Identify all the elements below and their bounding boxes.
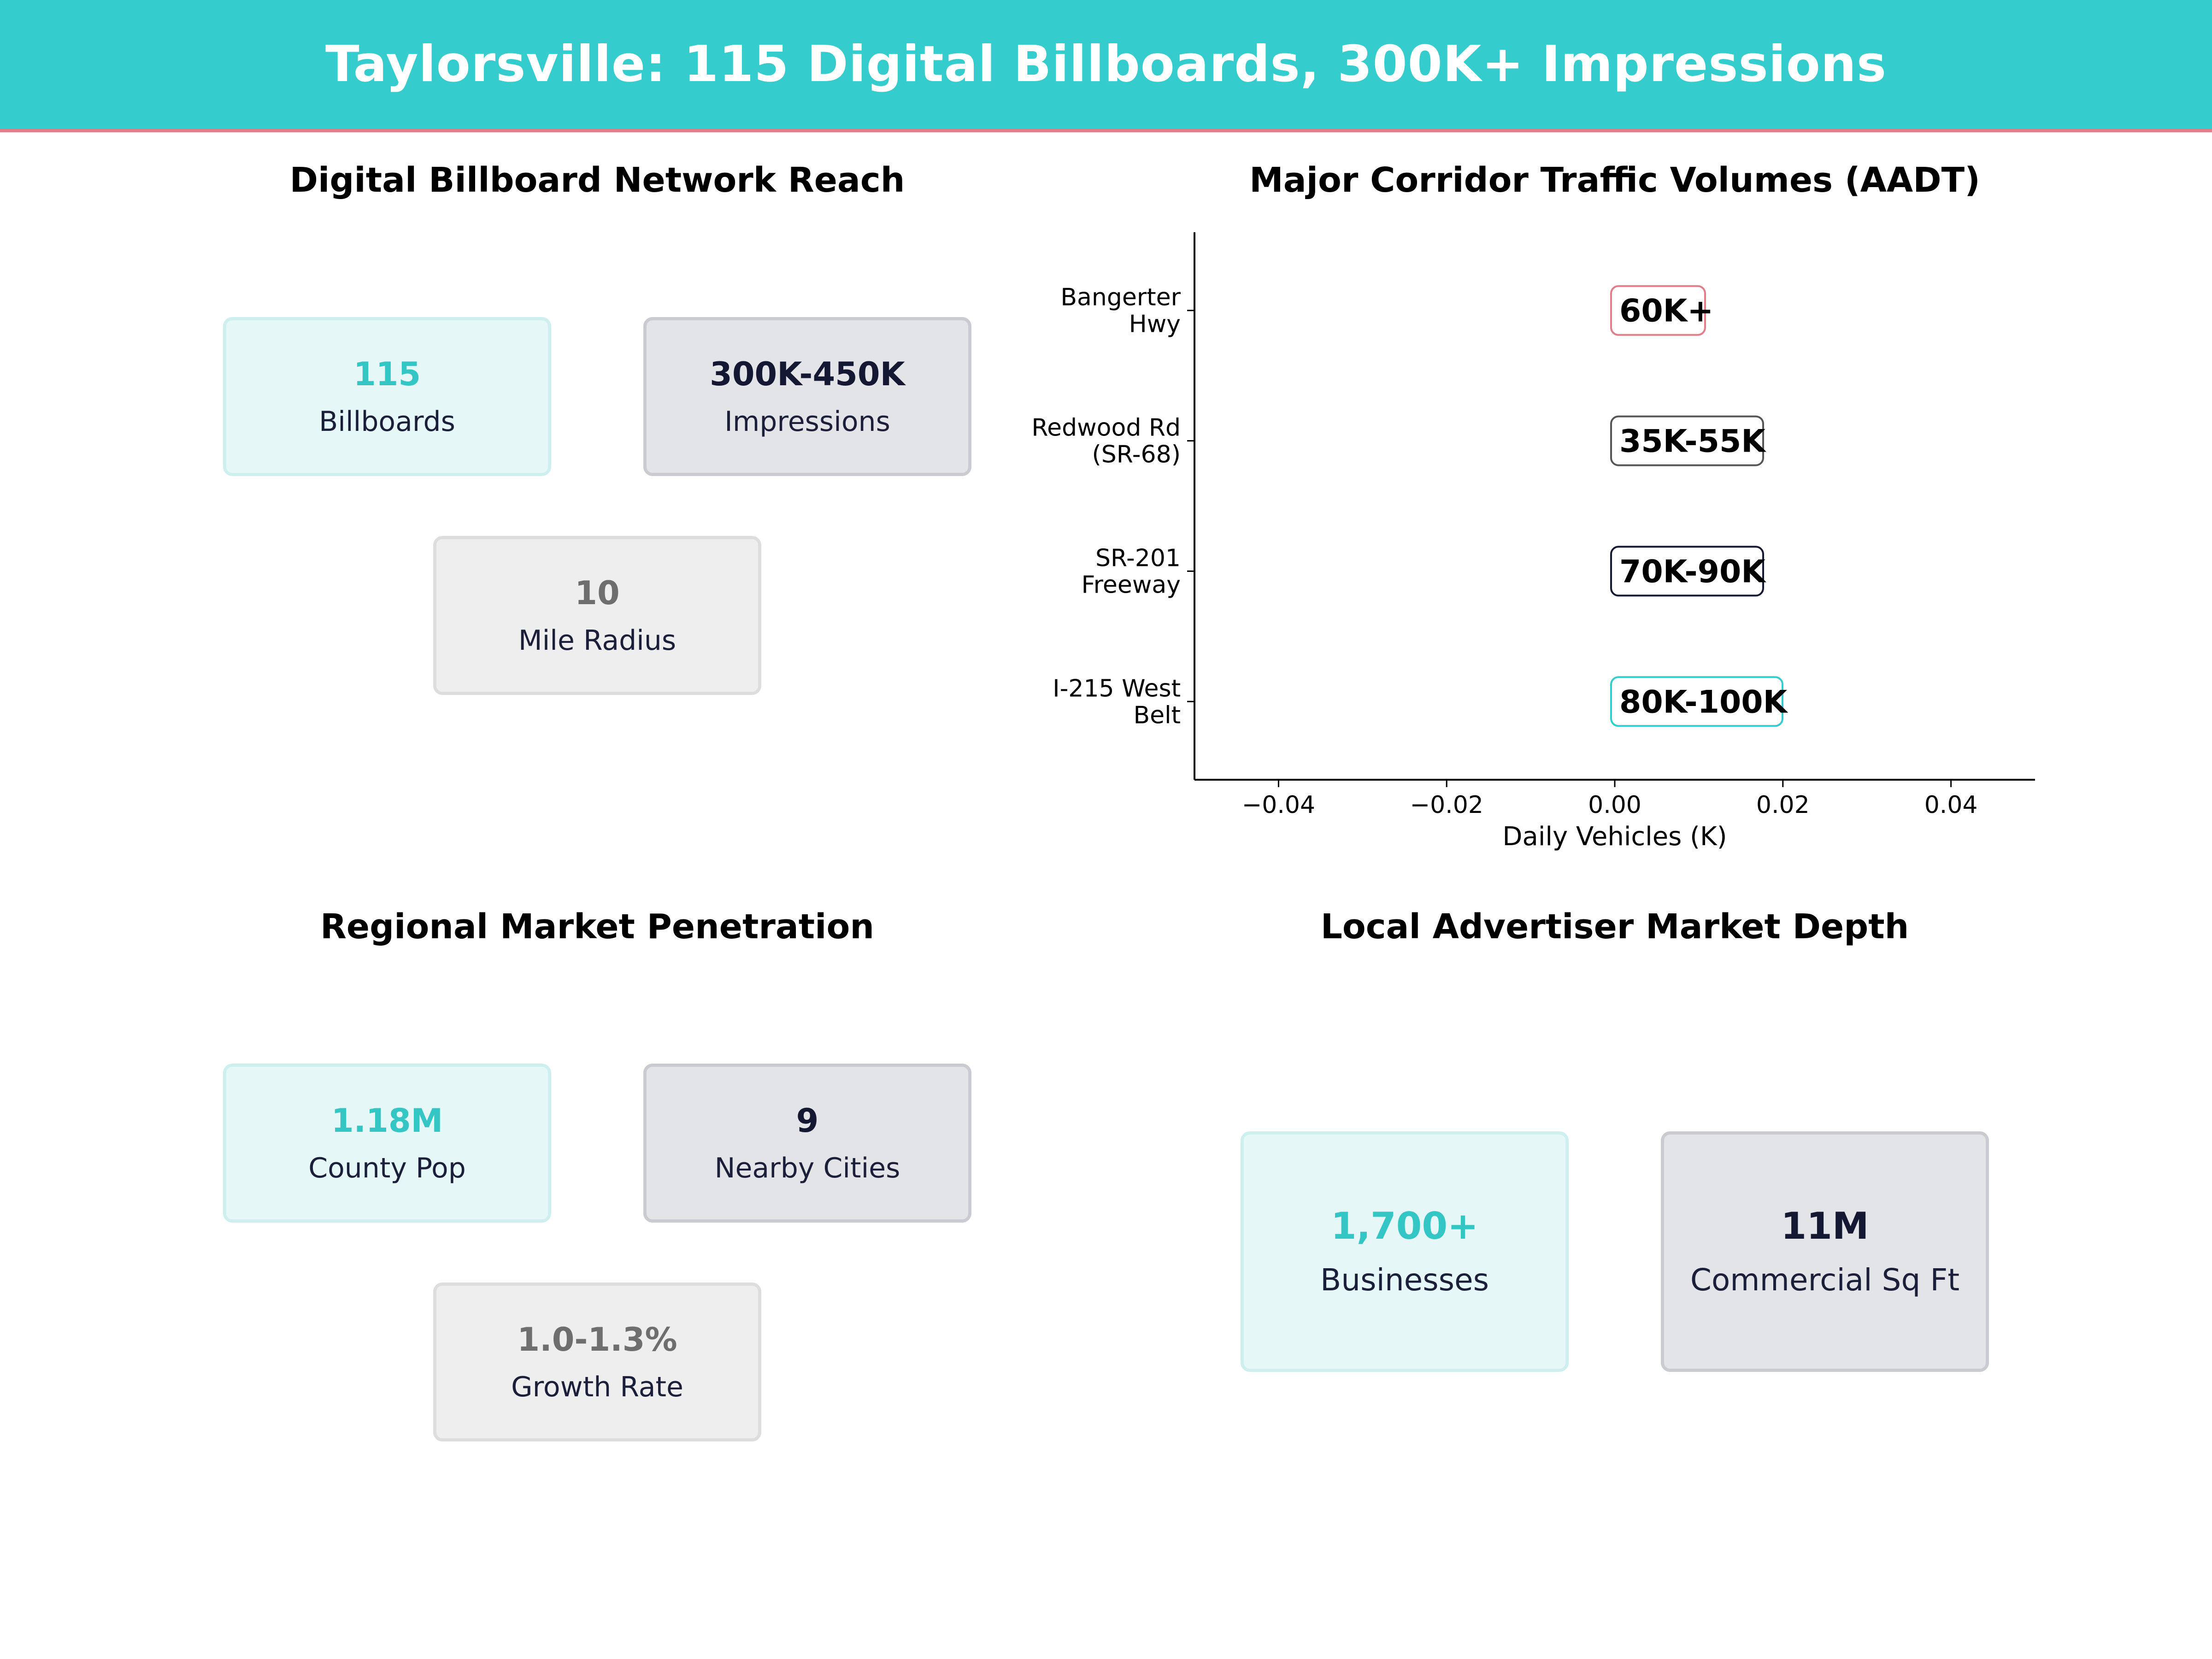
x-axis-label: Daily Vehicles (K) [1502, 822, 1727, 852]
nearby-cities-label: Nearby Cities [714, 1152, 900, 1184]
businesses-label: Businesses [1320, 1262, 1489, 1298]
x-tick-label: 0.04 [1924, 791, 1978, 819]
radius-value: 10 [575, 574, 620, 612]
growth-rate-label: Growth Rate [511, 1371, 683, 1403]
commercial-sqft-label: Commercial Sq Ft [1690, 1262, 1960, 1298]
y-tick-label: I-215 West Belt [1053, 675, 1181, 729]
radius-label: Mile Radius [518, 624, 677, 657]
nearby-cities-card: 9 Nearby Cities [643, 1064, 971, 1223]
x-tick-label: −0.04 [1242, 791, 1315, 819]
businesses-value: 1,700+ [1330, 1205, 1479, 1247]
commercial-sqft-value: 11M [1781, 1205, 1869, 1247]
data-label-box [1610, 415, 1764, 466]
advertiser-panel-title: Local Advertiser Market Depth [1320, 907, 1909, 947]
county-pop-label: County Pop [308, 1152, 466, 1184]
y-tick-label: SR-201 Freeway [1081, 544, 1181, 599]
network-panel-title: Digital Billboard Network Reach [289, 160, 905, 200]
nearby-cities-value: 9 [796, 1101, 819, 1140]
businesses-card: 1,700+ Businesses [1241, 1131, 1569, 1372]
page-title: Taylorsville: 115 Digital Billboards, 30… [325, 35, 1887, 93]
billboards-label: Billboards [319, 405, 455, 438]
traffic-panel-title: Major Corridor Traffic Volumes (AADT) [1249, 160, 1980, 200]
x-tick-label: 0.00 [1588, 791, 1641, 819]
data-label-box [1610, 676, 1783, 727]
y-tick-label: Redwood Rd (SR-68) [1031, 414, 1181, 469]
market-panel-title: Regional Market Penetration [320, 907, 875, 947]
impressions-card: 300K-450K Impressions [643, 317, 971, 476]
growth-rate-value: 1.0-1.3% [517, 1320, 677, 1359]
county-pop-card: 1.18M County Pop [223, 1064, 551, 1223]
growth-rate-card: 1.0-1.3% Growth Rate [433, 1282, 761, 1441]
data-label: 35K-55K [1619, 424, 1766, 460]
data-label: 80K-100K [1619, 684, 1788, 720]
title-banner: Taylorsville: 115 Digital Billboards, 30… [0, 0, 2212, 132]
data-label: 70K-90K [1619, 553, 1766, 590]
impressions-value: 300K-450K [710, 355, 905, 393]
y-tick-label: Bangerter Hwy [1060, 284, 1181, 338]
data-label-box [1610, 546, 1764, 597]
x-tick-label: −0.02 [1410, 791, 1483, 819]
x-tick-label: 0.02 [1756, 791, 1810, 819]
county-pop-value: 1.18M [331, 1101, 443, 1140]
commercial-sqft-card: 11M Commercial Sq Ft [1661, 1131, 1989, 1372]
billboards-value: 115 [353, 355, 421, 393]
impressions-label: Impressions [724, 405, 890, 438]
data-label: 60K+ [1619, 293, 1713, 329]
data-label-box [1610, 285, 1706, 336]
billboards-card: 115 Billboards [223, 317, 551, 476]
radius-card: 10 Mile Radius [433, 536, 761, 695]
